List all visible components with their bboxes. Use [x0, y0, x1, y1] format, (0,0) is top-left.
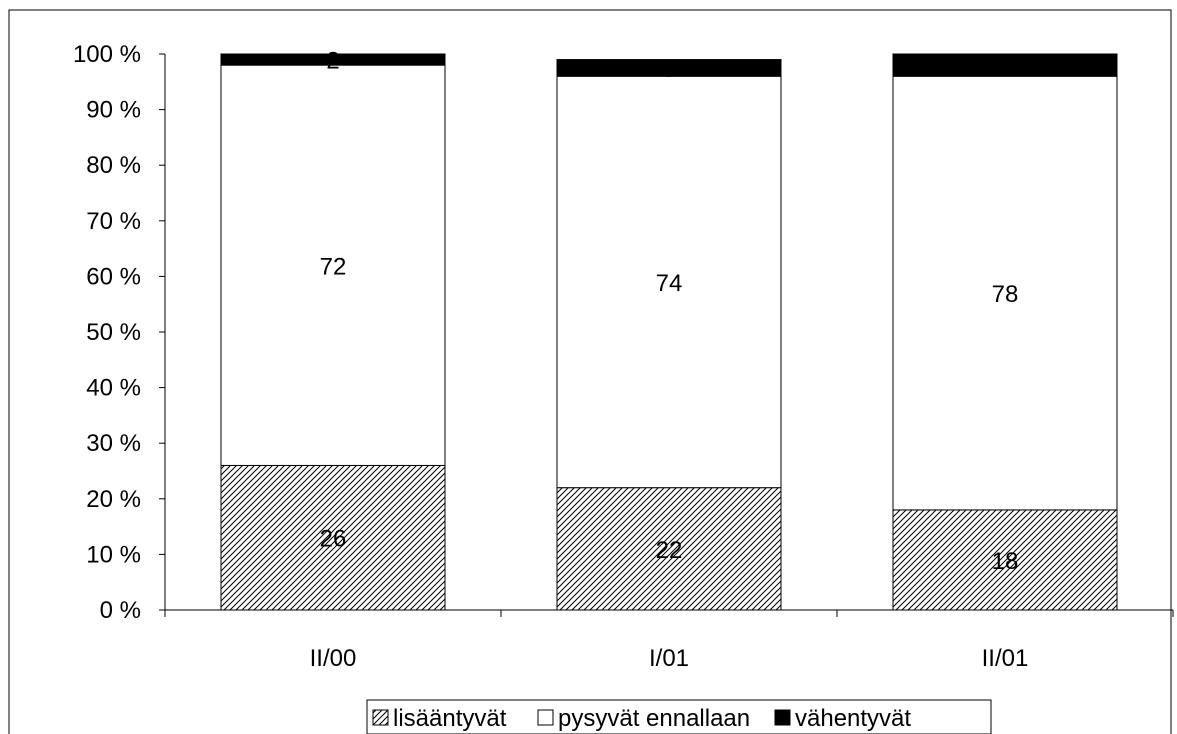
bar-segment — [220, 464, 446, 611]
chart-area-border — [8, 9, 1172, 734]
legend-swatch — [372, 709, 389, 726]
legend-entry: lisääntyvät — [393, 705, 507, 732]
legend: lisääntyvät pysyvät ennallaan vähentyvät — [366, 699, 992, 734]
bars — [220, 53, 1118, 611]
bar-segment — [556, 487, 782, 611]
data-label: 4 — [998, 53, 1011, 80]
bar-segment — [892, 509, 1118, 611]
bar-segment — [892, 75, 1118, 511]
x-tick-label: I/01 — [649, 645, 689, 672]
y-tick-label: 70 % — [86, 208, 141, 235]
y-tick-label: 60 % — [86, 263, 141, 290]
y-tick-label: 40 % — [86, 375, 141, 402]
legend-swatch — [774, 709, 791, 726]
bar-segment — [556, 59, 782, 77]
x-tick-label: II/01 — [982, 645, 1029, 672]
x-tick-label: II/00 — [310, 645, 357, 672]
bar-segment — [556, 75, 782, 489]
y-tick-label: 80 % — [86, 152, 141, 179]
bar-segment — [892, 53, 1118, 77]
bar-segment — [220, 53, 446, 66]
data-label: 74 — [656, 270, 683, 297]
data-label: 22 — [656, 537, 683, 564]
y-tick-label: 100 % — [73, 41, 141, 68]
data-label: 78 — [992, 281, 1019, 308]
bar-segment — [220, 64, 446, 466]
y-tick-label: 10 % — [86, 541, 141, 568]
legend-entry: pysyvät ennallaan — [558, 705, 750, 732]
data-label: 72 — [320, 253, 347, 280]
axes: 0 % 10 % 20 % 30 % 40 % 50 % 60 % 70 % 80 % 90 % 1… — [73, 41, 1174, 672]
y-tick-label: 30 % — [86, 430, 141, 457]
legend-box — [366, 699, 992, 734]
y-tick-label: 90 % — [86, 97, 141, 124]
legend-swatch — [537, 709, 554, 726]
data-label: 3 — [662, 56, 675, 83]
y-tick-label: 20 % — [86, 486, 141, 513]
data-label: 18 — [992, 548, 1019, 575]
data-label: 26 — [320, 526, 347, 553]
y-tick-label: 0 % — [100, 597, 141, 624]
legend-entry: vähentyvät — [795, 705, 911, 732]
y-tick-label: 50 % — [86, 319, 141, 346]
data-label: 2 — [326, 48, 339, 75]
